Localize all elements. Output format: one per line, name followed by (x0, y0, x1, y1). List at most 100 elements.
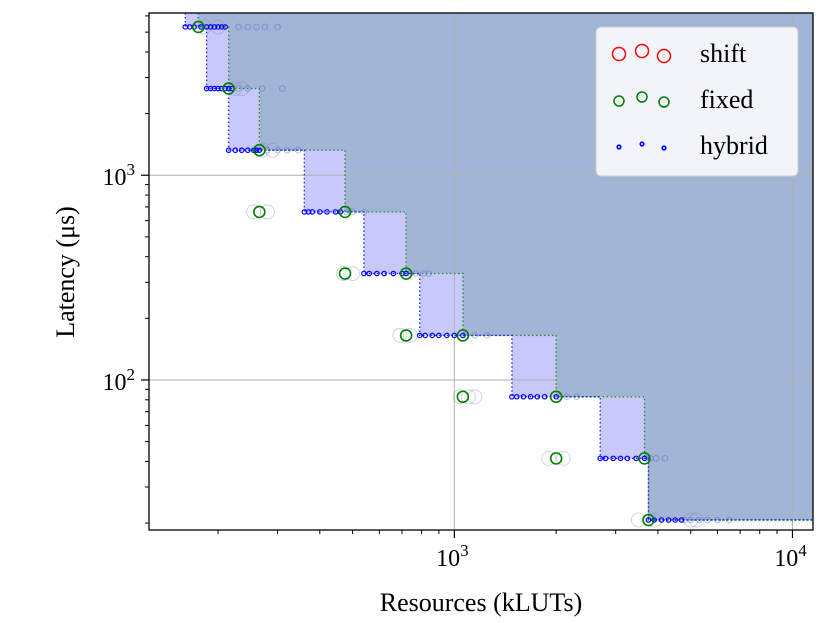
plot-frame (148, 12, 814, 531)
hybrid-point-dominated (360, 208, 368, 216)
shift-point (688, 512, 704, 528)
hybrid-point (451, 332, 458, 339)
hybrid-point-dominated (704, 516, 711, 524)
shift-point (246, 204, 262, 220)
hybrid-point-dominated (343, 208, 350, 216)
shift-point (555, 450, 571, 466)
y-tick-label: 103 (103, 160, 136, 191)
hybrid-point-dominated (274, 146, 281, 154)
hybrid-point (610, 455, 617, 462)
fixed-point (456, 329, 470, 342)
hybrid-point (520, 393, 527, 400)
legend-markers (611, 43, 672, 151)
hybrid-point-dominated (279, 85, 286, 92)
hybrid-point-dominated (235, 23, 242, 31)
hybrid-point (381, 270, 387, 277)
y-axis-label: Latency (μs) (51, 206, 80, 338)
hybrid-point (553, 393, 559, 400)
hybrid-point-dominated (412, 270, 420, 277)
shift-point (630, 512, 646, 528)
hybrid-point (436, 332, 442, 339)
hybrid-point (672, 517, 679, 523)
shift-point (460, 389, 476, 405)
shift-point (210, 19, 226, 35)
hybrid-point-dominated (661, 455, 669, 462)
legend-marker-fixed (636, 91, 648, 103)
hybrid-point (215, 85, 221, 92)
hybrid-point (222, 24, 228, 30)
shift-point (646, 512, 662, 528)
pareto-gap-rect (304, 150, 346, 212)
hybrid-point (624, 455, 631, 462)
hybrid-point-dominated (695, 516, 703, 524)
pareto-front-lines (184, 13, 813, 521)
hybrid-point (641, 455, 648, 462)
hybrid-point (444, 332, 450, 339)
hybrid-point (617, 455, 624, 462)
hybrid-point-dominated (244, 85, 252, 92)
legend-frame (595, 26, 799, 177)
hybrid-point (215, 24, 221, 30)
x-tick-label: 104 (774, 541, 807, 572)
y-tick-label-base: 10 (103, 165, 127, 191)
hybrid-point-dominated (235, 85, 242, 92)
hybrid-point (514, 393, 520, 400)
hybrid-point-dominated (652, 455, 660, 462)
x-axis-label: Resources (kLUTs) (380, 588, 583, 617)
fixed-point (338, 267, 352, 280)
hybrid-point (225, 147, 232, 154)
fixed-point (549, 452, 563, 465)
hybrid-point (218, 24, 225, 30)
hybrid-point-dominated (471, 332, 479, 339)
x-tick-label-exponent: 3 (460, 541, 469, 560)
hybrid-point-dominated (647, 455, 654, 462)
legend-marker-shift (656, 48, 672, 64)
x-tick-label-base: 10 (774, 546, 798, 572)
hybrid-point (534, 393, 541, 400)
hybrid-point (416, 332, 423, 339)
hybrid-point (541, 393, 548, 400)
hybrid-point (658, 517, 665, 523)
hybrid-point (602, 455, 609, 462)
legend-label-shift: shift (700, 39, 747, 68)
fixed-point (222, 82, 235, 95)
fixed-point (253, 143, 266, 157)
hybrid-point (374, 270, 380, 277)
hybrid-point (665, 517, 672, 523)
hybrid-point-dominated (261, 23, 269, 31)
pareto-gap-rect (206, 26, 229, 89)
hybrid-point (429, 332, 436, 339)
hybrid-point (256, 147, 263, 154)
legend-marker-hybrid (639, 141, 645, 147)
legend: shift fixed hybrid (595, 26, 799, 177)
hybrid-point-dominated (714, 516, 721, 524)
hybrid-point (597, 455, 604, 462)
pareto-gap-fill (185, 13, 645, 459)
legend-marker-shift (611, 46, 627, 62)
hybrid-point-dominated (244, 23, 252, 31)
hybrid-point (366, 270, 373, 277)
hybrid-point (403, 270, 409, 277)
data-points (182, 19, 733, 528)
pareto-gap-rect (228, 88, 260, 151)
fixed-point (338, 205, 352, 219)
hybrid-point-dominated (274, 23, 281, 31)
shift-point (227, 81, 243, 97)
hybrid-point-dominated (681, 516, 688, 524)
fixed-point (253, 205, 266, 219)
legend-marker-shift (634, 43, 650, 59)
hybrid-point-dominated (573, 393, 580, 401)
shift-point (254, 142, 270, 158)
hybrid-point (460, 332, 466, 339)
hybrid-point (309, 209, 316, 215)
hybrid-point (198, 24, 204, 30)
legend-marker-hybrid (616, 144, 622, 150)
pareto-gap-rect (185, 13, 199, 27)
hybrid-point (238, 147, 245, 154)
pareto-gap-rect (600, 396, 645, 459)
hybrid-point-dominated (294, 146, 302, 154)
axis-ticks (141, 15, 794, 538)
fixed-point (456, 390, 470, 404)
y-tick-label-base: 10 (103, 370, 127, 396)
